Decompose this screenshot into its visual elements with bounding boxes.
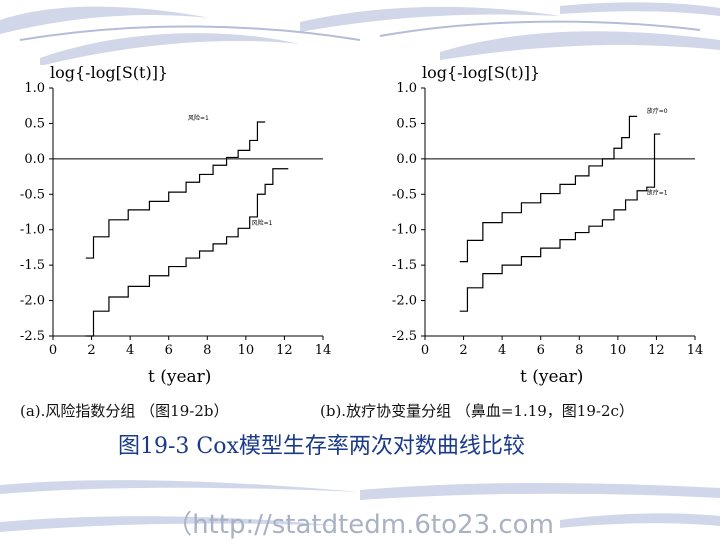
background-swoosh bbox=[0, 2, 720, 532]
chart-a-x-tick-label: 2 bbox=[87, 343, 95, 358]
chart-b-y-tick-label: -1.0 bbox=[392, 223, 417, 238]
chart-b-y-tick-label: 0.0 bbox=[396, 152, 417, 167]
chart-b-series-2 bbox=[459, 133, 661, 312]
chart-a-y-tick-label: 1.0 bbox=[24, 81, 45, 96]
chart-b-y-tick-label: 1.0 bbox=[396, 81, 417, 96]
chart-a-y-axis-label: log{-log[S(t)]} bbox=[50, 63, 168, 82]
chart-b-x-tick-label: 4 bbox=[498, 343, 506, 358]
chart-b-x-tick-label: 14 bbox=[687, 343, 704, 358]
chart-a-series-2 bbox=[85, 168, 289, 337]
chart-b-y-tick-label: 0.5 bbox=[396, 116, 417, 131]
chart-b-x-axis-label: t (year) bbox=[520, 367, 583, 387]
figure-panel bbox=[18, 65, 708, 475]
chart-a-x-tick-label: 6 bbox=[165, 343, 173, 358]
chart-a-y-tick-label: 0.5 bbox=[24, 116, 45, 131]
chart-b-x-tick-label: 10 bbox=[610, 343, 627, 358]
chart-a-y-tick-label: -2.0 bbox=[20, 294, 45, 309]
chart-a-x-axis-label: t (year) bbox=[148, 367, 211, 387]
background-swoosh bbox=[19, 20, 701, 41]
footer-url: （http://statdtedm.6to23.com bbox=[166, 510, 554, 540]
chart-b-x-tick-label: 2 bbox=[459, 343, 467, 358]
chart-a: 1.0 0.5 0.0 -0.5 -1.0 -1.5 -2.0 -2.5 0 2 4 6 8 10 12 14… bbox=[20, 63, 332, 387]
chart-b-y-tick-label: -0.5 bbox=[392, 187, 417, 202]
chart-a-x-tick-label: 8 bbox=[203, 343, 211, 358]
chart-b: 1.0 0.5 0.0 -0.5 -1.0 -1.5 -2.0 -2.5 0 2 4 6 8 10 12 14… bbox=[392, 63, 704, 387]
chart-a-x-tick-label: 10 bbox=[238, 343, 255, 358]
chart-a-x-tick-label: 0 bbox=[49, 343, 57, 358]
chart-b-x-tick-label: 6 bbox=[537, 343, 545, 358]
chart-a-y-tick-label: -1.0 bbox=[20, 223, 45, 238]
chart-b-y-axis-label: log{-log[S(t)]} bbox=[422, 63, 540, 82]
chart-a-series-1 bbox=[85, 121, 266, 259]
chart-a-x-tick-label: 12 bbox=[276, 343, 293, 358]
chart-a-x-tick-label: 4 bbox=[126, 343, 134, 358]
chart-b-x-tick-label: 12 bbox=[648, 343, 665, 358]
chart-b-y-tick-label: -2.5 bbox=[392, 329, 417, 344]
chart-b-y-tick-label: -1.5 bbox=[392, 258, 417, 273]
chart-b-series-annotation: 放疗=0 bbox=[647, 107, 668, 115]
chart-b-y-tick-label: -2.0 bbox=[392, 294, 417, 309]
chart-a-series-annotation: 风险=1 bbox=[252, 219, 273, 227]
caption-b: (b).放疗协变量分组 （鼻血=1.19，图19-2c） bbox=[320, 402, 634, 420]
figure-title: 图19-3 Cox模型生存率两次对数曲线比较 bbox=[118, 434, 525, 459]
chart-a-series-annotation: 风险=1 bbox=[188, 114, 209, 122]
caption-a: (a).风险指数分组 （图19-2b） bbox=[20, 402, 229, 420]
chart-b-x-tick-label: 0 bbox=[421, 343, 429, 358]
chart-b-series-annotation: 放疗=1 bbox=[647, 188, 668, 196]
chart-a-y-tick-label: -1.5 bbox=[20, 258, 45, 273]
chart-a-y-tick-label: -2.5 bbox=[20, 329, 45, 344]
chart-a-y-tick-label: -0.5 bbox=[20, 187, 45, 202]
chart-b-x-tick-label: 8 bbox=[575, 343, 583, 358]
chart-a-y-tick-label: 0.0 bbox=[24, 152, 45, 167]
chart-b-series-1 bbox=[459, 115, 638, 263]
chart-a-x-tick-label: 14 bbox=[315, 343, 332, 358]
